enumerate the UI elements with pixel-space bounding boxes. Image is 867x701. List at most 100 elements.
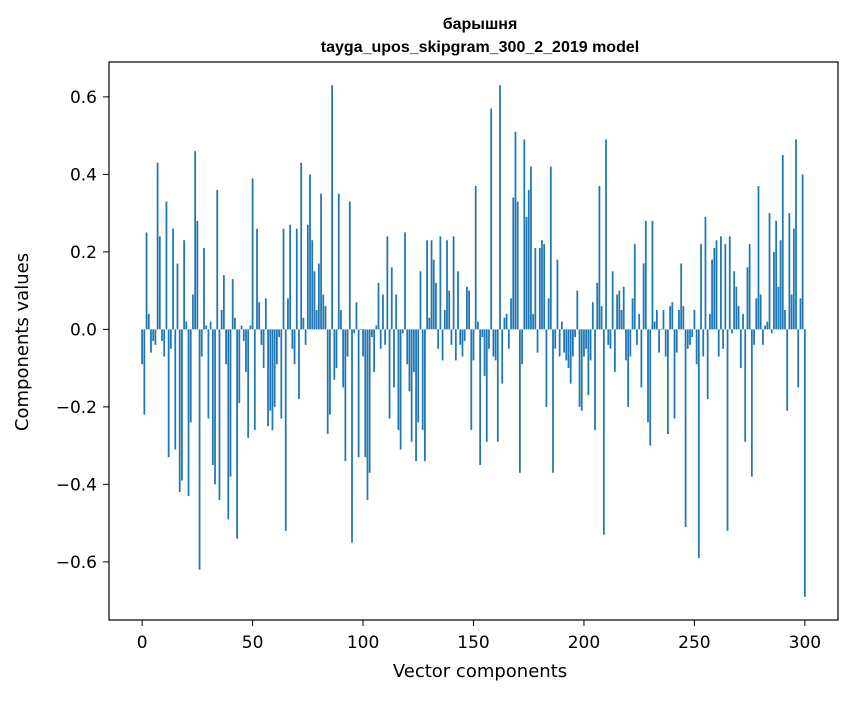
bar-0 [141,329,144,365]
bar-124 [415,329,417,462]
bar-149 [470,329,473,431]
bar-275 [748,244,751,330]
bar-196 [574,329,576,338]
bar-223 [633,244,636,330]
bar-110 [384,329,387,345]
bar-183 [545,329,548,407]
bar-279 [757,186,760,330]
bar-31 [209,321,212,330]
bar-269 [735,286,738,330]
y-tick-label: 0.4 [70,165,97,185]
bar-118 [401,329,404,334]
bar-134 [437,329,440,349]
bar-109 [382,294,384,330]
bar-278 [755,298,758,330]
y-axis-label: Components values [12,253,33,431]
bar-78 [313,271,316,330]
bar-248 [689,329,691,345]
bar-111 [386,236,389,330]
bar-36 [220,310,223,330]
bar-157 [488,329,490,349]
bar-293 [788,213,791,330]
bar-230 [649,329,652,446]
bar-172 [521,329,523,365]
bar-103 [368,329,371,473]
bar-114 [393,329,395,388]
bar-128 [424,329,426,462]
x-tick-label: 200 [568,633,600,653]
bar-195 [572,329,574,357]
bar-150 [472,329,475,361]
bar-209 [602,329,605,535]
bar-20 [185,321,188,330]
bar-1 [143,329,146,415]
bar-158 [490,108,493,330]
bar-199 [580,329,583,411]
bar-93 [346,329,349,357]
bar-96 [353,329,356,334]
bar-147 [465,286,468,330]
bar-260 [715,240,718,330]
bar-85 [329,329,331,415]
bar-18 [181,329,183,481]
bar-250 [693,310,696,330]
bar-262 [720,236,722,330]
bar-156 [485,329,488,442]
bar-231 [651,220,654,330]
bar-234 [658,329,660,353]
bar-228 [644,220,647,330]
bar-285 [770,329,773,334]
bar-177 [532,313,535,330]
bar-98 [357,329,360,458]
bar-191 [563,329,565,353]
bar-187 [554,329,557,349]
bar-48 [247,329,250,438]
bar-73 [302,317,305,330]
bar-25 [196,220,199,330]
bar-59 [271,329,274,431]
bar-121 [408,329,411,392]
bar-27 [200,329,203,357]
bar-4 [150,329,152,353]
bar-229 [647,329,649,423]
bar-266 [728,236,731,330]
bar-222 [631,298,634,330]
bar-104 [371,329,373,338]
bar-47 [245,329,247,373]
bar-291 [784,310,786,330]
bar-5 [152,329,155,342]
bar-160 [494,329,497,361]
bar-54 [260,329,263,345]
bar-141 [452,236,455,330]
bar-129 [426,240,428,330]
bar-197 [576,290,579,330]
bar-281 [762,329,764,345]
bar-165 [505,313,508,330]
bar-174 [525,217,528,330]
bar-6 [154,329,157,345]
bar-272 [742,313,744,330]
bar-178 [534,248,537,330]
bar-66 [287,298,289,330]
bar-72 [300,162,303,330]
bar-299 [801,174,804,330]
bar-282 [764,325,766,330]
bar-70 [295,228,298,330]
bar-88 [335,329,338,369]
bar-90 [340,310,342,330]
bar-138 [446,240,448,330]
bar-159 [492,329,495,357]
chart-subtitle: tayga_upos_skipgram_300_2_2019 model [321,39,639,56]
bar-123 [412,329,415,373]
axes-frame [108,61,839,621]
bar-224 [636,329,638,345]
bar-208 [600,306,603,330]
bar-16 [176,263,179,330]
bar-91 [342,329,345,388]
bar-207 [598,186,601,330]
bar-120 [406,329,409,365]
bar-289 [779,240,782,330]
bar-92 [344,329,347,462]
